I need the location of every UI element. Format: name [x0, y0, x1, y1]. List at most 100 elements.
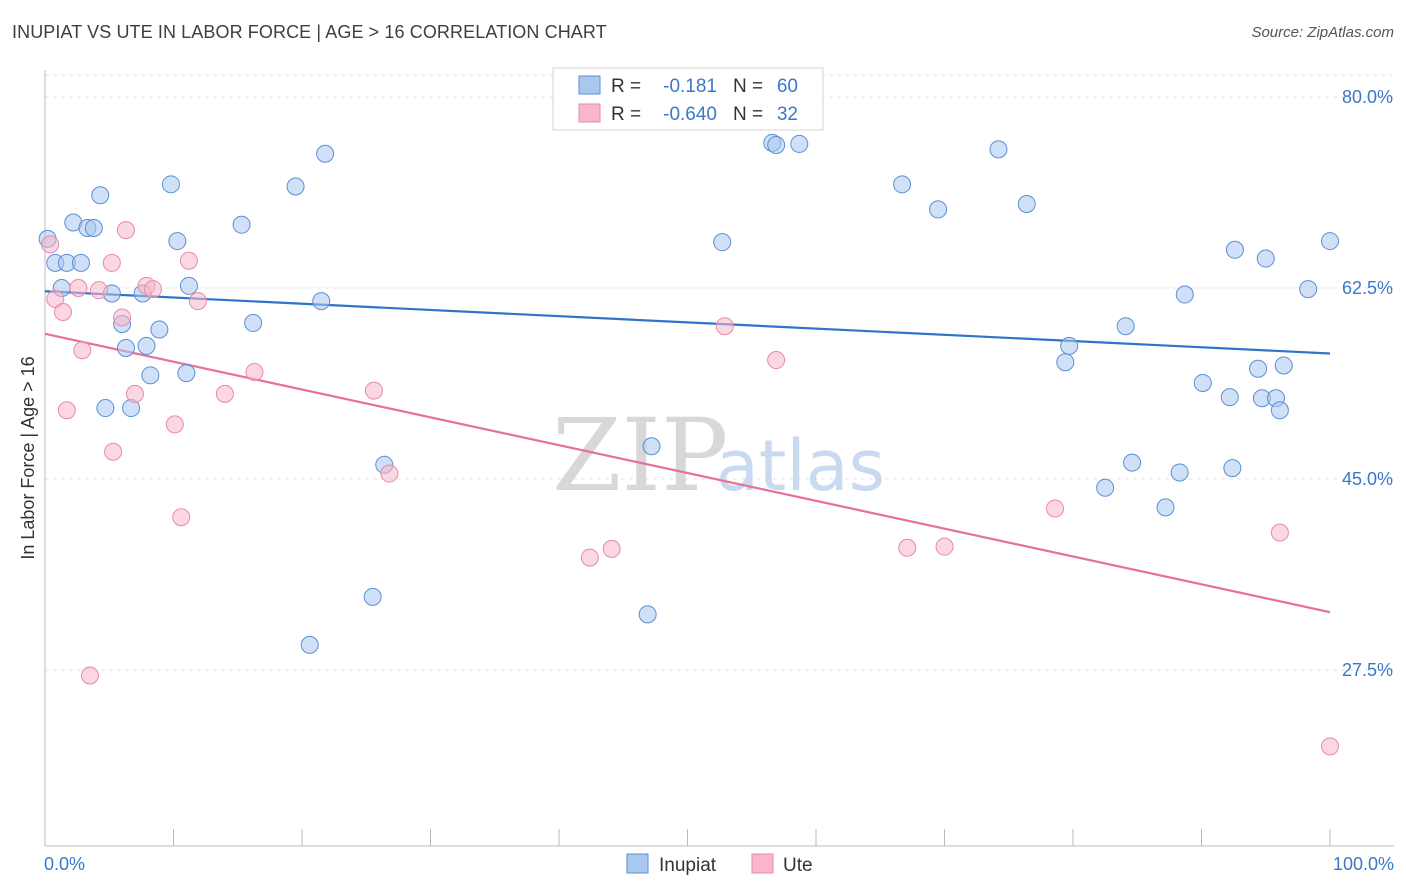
legend-n-label-inupiat: N = [733, 76, 763, 97]
point-inupiat-19 [168, 232, 187, 251]
point-inupiat-15 [137, 336, 156, 355]
point-ute-10 [113, 308, 132, 327]
point-ute-6 [80, 666, 99, 685]
legend-swatch-inupiat [578, 75, 601, 95]
trend-line-ute [44, 332, 1331, 614]
y-tick-label-2: 62.5% [1342, 278, 1393, 298]
point-inupiat-36 [893, 175, 912, 194]
bottom-legend-label-ute: Ute [783, 855, 813, 876]
point-ute-17 [179, 251, 198, 270]
point-inupiat-5 [71, 253, 90, 272]
point-inupiat-26 [312, 292, 331, 311]
watermark-atlas: atlas [716, 425, 885, 507]
point-inupiat-7 [84, 218, 103, 237]
point-inupiat-21 [179, 276, 198, 295]
point-inupiat-57 [1274, 356, 1293, 375]
point-inupiat-44 [1123, 453, 1142, 472]
point-ute-22 [380, 464, 399, 483]
bottom-legend-swatch-ute [751, 853, 774, 874]
point-ute-19 [215, 384, 234, 403]
point-inupiat-40 [1056, 353, 1075, 372]
point-ute-15 [165, 415, 184, 434]
y-axis-label: In Labor Force | Age > 16 [18, 356, 38, 559]
point-inupiat-18 [161, 175, 180, 194]
point-inupiat-56 [1270, 401, 1289, 420]
data-points [38, 133, 1339, 756]
point-ute-14 [143, 280, 162, 299]
point-inupiat-30 [638, 605, 657, 624]
point-inupiat-54 [1256, 249, 1275, 268]
point-inupiat-9 [96, 399, 115, 418]
point-ute-27 [898, 538, 917, 557]
point-inupiat-47 [1175, 285, 1194, 304]
legend-r-value-inupiat: -0.181 [663, 76, 717, 97]
point-inupiat-24 [286, 177, 305, 196]
x-tick-label-max: 100.0% [1333, 854, 1394, 874]
point-inupiat-37 [929, 200, 948, 219]
legend: R = -0.181 N = 60 R = -0.640 N = 32 [552, 67, 824, 131]
chart-title: INUPIAT VS UTE IN LABOR FORCE | AGE > 16… [12, 22, 607, 42]
point-inupiat-51 [1225, 240, 1244, 259]
legend-n-label-ute: N = [733, 104, 763, 125]
point-ute-0 [41, 235, 60, 254]
point-inupiat-48 [1193, 373, 1212, 392]
point-inupiat-43 [1116, 317, 1135, 336]
axes [44, 70, 1394, 847]
point-inupiat-35 [790, 134, 809, 153]
point-inupiat-8 [91, 186, 110, 205]
point-ute-21 [364, 381, 383, 400]
point-inupiat-23 [244, 313, 263, 332]
point-ute-2 [53, 303, 72, 322]
point-inupiat-12 [116, 339, 135, 358]
point-inupiat-31 [642, 437, 661, 456]
point-ute-23 [580, 548, 599, 567]
point-ute-8 [102, 253, 121, 272]
point-inupiat-38 [989, 140, 1008, 159]
point-inupiat-17 [150, 320, 169, 339]
point-inupiat-59 [1321, 232, 1339, 251]
point-inupiat-39 [1017, 194, 1036, 213]
point-ute-5 [73, 341, 92, 360]
point-inupiat-34 [767, 136, 786, 155]
x-ticks [44, 829, 1331, 846]
point-inupiat-42 [1096, 478, 1115, 497]
point-inupiat-25 [300, 635, 319, 654]
legend-r-value-ute: -0.640 [663, 104, 717, 125]
point-inupiat-58 [1299, 280, 1318, 299]
point-inupiat-22 [232, 215, 251, 234]
point-inupiat-41 [1060, 336, 1079, 355]
point-inupiat-49 [1220, 388, 1239, 407]
legend-swatch-ute [578, 103, 601, 123]
point-inupiat-27 [316, 144, 335, 163]
point-ute-18 [188, 292, 207, 311]
legend-n-value-ute: 32 [777, 104, 798, 125]
point-ute-16 [172, 508, 191, 527]
bottom-legend-swatch-inupiat [626, 853, 649, 874]
point-inupiat-50 [1223, 459, 1242, 478]
source-credit: Source: ZipAtlas.com [1251, 24, 1394, 41]
point-ute-20 [245, 363, 264, 382]
trend-line-inupiat [44, 290, 1331, 355]
point-inupiat-28 [363, 587, 382, 606]
point-ute-9 [104, 442, 123, 461]
y-tick-label-0: 27.5% [1342, 660, 1393, 680]
point-ute-4 [69, 279, 88, 297]
point-ute-31 [1321, 737, 1339, 756]
trend-lines [44, 290, 1331, 614]
point-inupiat-16 [141, 366, 160, 385]
y-tick-label-3: 80.0% [1342, 87, 1393, 107]
point-inupiat-45 [1156, 498, 1175, 517]
legend-r-label-inupiat: R = [611, 76, 641, 97]
bottom-legend-label-inupiat: Inupiat [659, 855, 717, 876]
point-ute-26 [767, 351, 786, 370]
bottom-legend: Inupiat Ute [626, 853, 813, 876]
point-ute-11 [116, 221, 135, 240]
point-ute-24 [602, 539, 621, 558]
point-inupiat-52 [1249, 359, 1268, 378]
point-ute-7 [89, 281, 108, 300]
point-ute-3 [57, 401, 76, 420]
point-ute-29 [1046, 499, 1065, 518]
point-ute-30 [1270, 523, 1289, 542]
point-inupiat-20 [177, 364, 196, 383]
